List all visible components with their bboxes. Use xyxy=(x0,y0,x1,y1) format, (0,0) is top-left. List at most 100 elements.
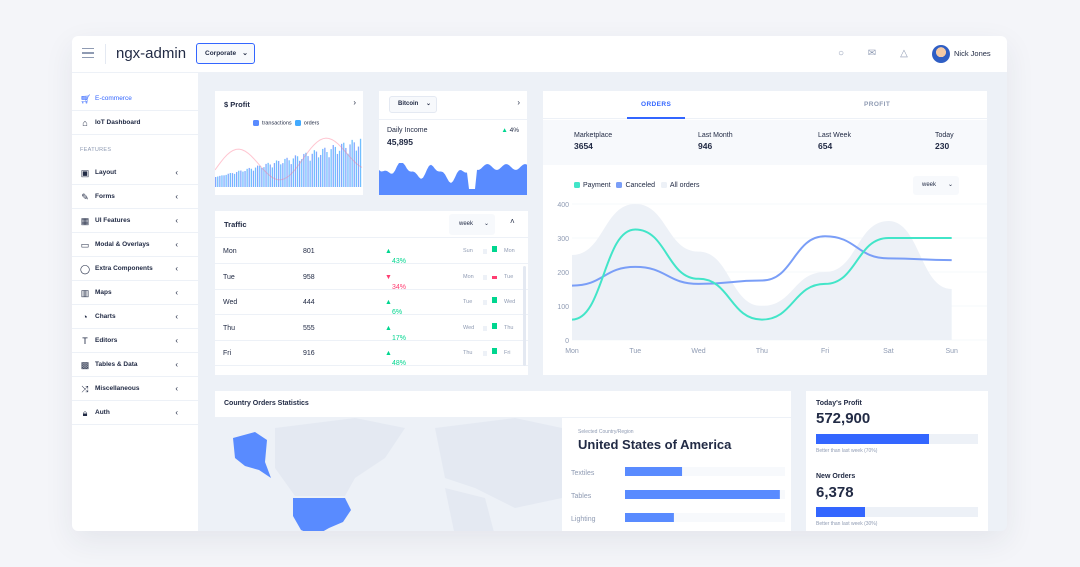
profit-bar xyxy=(290,164,292,187)
traffic-value: 444 xyxy=(303,299,315,306)
traffic-delta-value: 43% xyxy=(391,258,406,265)
todays-profit-value: 572,900 xyxy=(816,410,871,427)
section-label-features: FEATURES xyxy=(80,147,112,153)
profit-bar xyxy=(227,173,229,187)
todays-profit-title: Today's Profit xyxy=(816,400,862,407)
stat-marketplace: Marketplace 3654 xyxy=(574,132,612,151)
profit-bar xyxy=(219,175,221,187)
chevron-up-icon[interactable]: ˄ xyxy=(510,217,515,226)
country-orders-card: Country Orders Statistics Selected Count… xyxy=(215,391,791,531)
tab-orders[interactable]: ORDERS xyxy=(641,101,672,108)
traffic-cur-day: Fri xyxy=(504,350,511,356)
traffic-day: Fri xyxy=(223,350,232,357)
orders-legend: Payment Canceled All orders xyxy=(574,182,699,189)
profit-bar xyxy=(336,153,339,187)
browser-icon: ▭ xyxy=(80,239,90,250)
x-tick-label: Fri xyxy=(821,348,830,355)
x-tick-label: Sat xyxy=(883,348,894,355)
country-bar-chart: Textiles Tables Lighting xyxy=(571,467,785,523)
progress-fill xyxy=(816,507,865,517)
profit-bar xyxy=(320,154,322,187)
profit-bar xyxy=(282,163,284,187)
orders-period-value: week xyxy=(922,182,937,188)
traffic-prev-bar xyxy=(483,300,487,305)
brand-logo[interactable]: ngx-admin xyxy=(105,44,186,64)
menu-icon[interactable] xyxy=(82,48,94,58)
sidebar-item-label: E-commerce xyxy=(95,95,132,102)
todays-profit-progress xyxy=(816,434,978,444)
traffic-delta-value: 34% xyxy=(391,283,406,291)
profit-bar xyxy=(217,176,219,187)
profit-bar xyxy=(250,168,252,187)
chevron-left-icon: ‹ xyxy=(175,168,178,177)
profit-bar xyxy=(252,170,255,187)
legend-transactions: transactions xyxy=(262,120,292,127)
new-orders-note: Better than last week (30%) xyxy=(816,521,878,527)
profit-bar xyxy=(225,174,227,187)
table-row: Wed 444 ▲ 6% Tue Wed xyxy=(215,289,528,316)
profit-title: $ Profit xyxy=(224,100,250,109)
income-label: Daily Income xyxy=(387,127,428,134)
profit-bar xyxy=(240,170,242,187)
profit-bar xyxy=(296,156,299,187)
sidebar-item-editors[interactable]: T Editors ‹ xyxy=(72,329,198,353)
sidebar-item-layout[interactable]: ▣ Layout ‹ xyxy=(72,161,198,185)
email-icon[interactable]: ✉ xyxy=(867,48,877,59)
chevron-left-icon: ‹ xyxy=(175,192,178,201)
country-bar xyxy=(625,513,674,522)
country-bar xyxy=(625,467,683,476)
sidebar-item-ecommerce[interactable]: 🛒︎ E-commerce xyxy=(72,87,198,111)
scrollbar[interactable] xyxy=(523,266,526,366)
traffic-card: Traffic week ⌄ ˄ Mon 801 ▲ 43% Sun Mon Tue… xyxy=(215,211,528,375)
income-card: Bitcoin ⌄ › Daily Income 45,895 ▲ 4% xyxy=(379,91,527,195)
world-map[interactable] xyxy=(215,418,562,531)
profit-bar xyxy=(351,139,353,187)
orders-chart: 0 100 200 300 400 Mon Tue Wed Thu Fri Sat Sun xyxy=(557,202,987,355)
sidebar-item-maps[interactable]: ▥ Maps ‹ xyxy=(72,281,198,305)
sidebar-item-label: UI Features xyxy=(95,217,131,224)
sidebar-item-iot-dashboard[interactable]: ⌂ IoT Dashboard xyxy=(72,111,198,135)
profit-bar xyxy=(257,165,259,187)
table-row: Thu 555 ▲ 17% Wed Thu xyxy=(215,315,528,342)
stat-last-week: Last Week 654 xyxy=(818,132,851,151)
sidebar-item-tables-data[interactable]: ▩ Tables & Data ‹ xyxy=(72,353,198,377)
orders-tabs: ORDERS PROFIT xyxy=(543,91,987,119)
chevron-right-icon[interactable]: › xyxy=(353,98,356,107)
chevron-down-icon: ⌄ xyxy=(425,101,431,107)
stat-label: Last Week xyxy=(818,132,851,139)
sidebar-item-extra-components[interactable]: ◯ Extra Components ‹ xyxy=(72,257,198,281)
sidebar-item-modal-overlays[interactable]: ▭ Modal & Overlays ‹ xyxy=(72,233,198,257)
profit-bar xyxy=(275,160,278,187)
traffic-delta-value: 17% xyxy=(391,334,406,342)
chevron-right-icon[interactable]: › xyxy=(517,98,520,107)
profit-bar xyxy=(330,149,332,187)
traffic-period-select[interactable]: week ⌄ xyxy=(449,214,495,235)
message-circle-icon: ◯ xyxy=(80,263,91,274)
user-name[interactable]: Nick Jones xyxy=(954,49,991,58)
sidebar-item-ui-features[interactable]: ▦ UI Features ‹ xyxy=(72,209,198,233)
traffic-delta: ▲ 17% xyxy=(385,324,406,342)
sidebar-item-auth[interactable]: 🔒︎ Auth ‹ xyxy=(72,401,198,425)
tab-profit[interactable]: PROFIT xyxy=(864,101,891,108)
profit-bar xyxy=(231,173,234,187)
avatar[interactable] xyxy=(932,45,950,63)
currency-select[interactable]: Bitcoin ⌄ xyxy=(389,96,437,113)
chevron-left-icon: ‹ xyxy=(175,240,178,249)
chevron-down-icon: ⌄ xyxy=(242,50,248,57)
profit-card: $ Profit › transactions orders xyxy=(215,91,363,195)
profit-bar xyxy=(322,148,324,187)
traffic-day: Wed xyxy=(223,299,238,306)
theme-select[interactable]: Corporate ⌄ xyxy=(196,43,255,64)
orders-period-select[interactable]: week ⌄ xyxy=(913,176,959,195)
profit-bar xyxy=(223,175,225,187)
search-icon[interactable]: ○ xyxy=(837,48,845,59)
edit-icon: ✎ xyxy=(81,191,89,202)
y-tick-label: 300 xyxy=(557,236,569,243)
sidebar-item-label: Charts xyxy=(95,313,116,320)
sidebar-item-forms[interactable]: ✎ Forms ‹ xyxy=(72,185,198,209)
sidebar-item-charts[interactable]: ◔ Charts ‹ xyxy=(72,305,198,329)
grid-icon: ▩ xyxy=(80,359,90,370)
sidebar-item-miscellaneous[interactable]: ⤨ Miscellaneous ‹ xyxy=(72,377,198,401)
bell-icon[interactable]: △ xyxy=(900,48,908,59)
profit-bar xyxy=(309,160,311,187)
